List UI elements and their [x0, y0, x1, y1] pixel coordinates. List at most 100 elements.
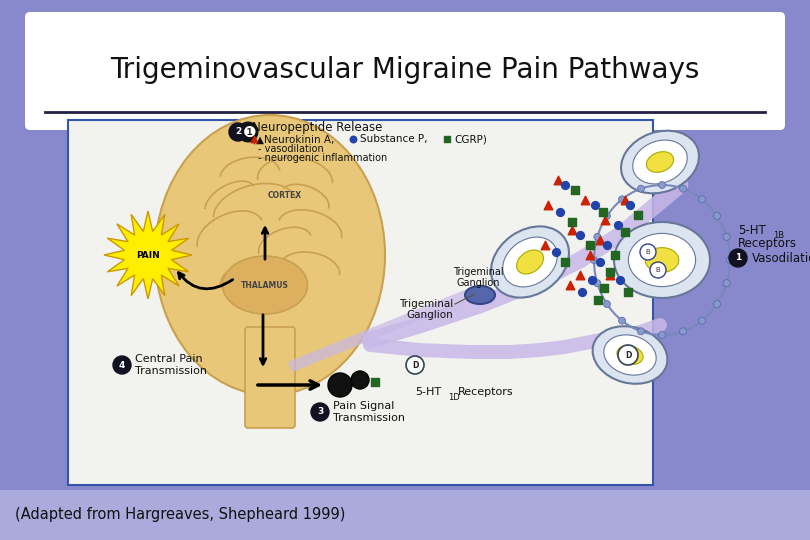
Text: ❶: ❶ [243, 125, 257, 139]
Circle shape [698, 196, 706, 203]
Text: Central Pain: Central Pain [135, 354, 202, 364]
Circle shape [637, 185, 645, 192]
Circle shape [603, 212, 611, 219]
Point [248, 134, 261, 143]
Circle shape [727, 256, 734, 264]
Point [573, 271, 586, 279]
Text: Transmission: Transmission [135, 366, 207, 376]
Point [565, 226, 578, 234]
Text: B: B [646, 249, 650, 255]
Point [573, 231, 586, 239]
Point [539, 241, 552, 249]
Text: Substance P,: Substance P, [360, 134, 428, 144]
Text: Vasodilation: Vasodilation [752, 252, 810, 265]
Circle shape [311, 403, 329, 421]
Circle shape [637, 328, 645, 335]
Ellipse shape [629, 233, 696, 287]
Circle shape [714, 301, 721, 308]
Point [596, 208, 609, 217]
Circle shape [723, 233, 730, 240]
Circle shape [698, 317, 706, 324]
Circle shape [603, 301, 611, 308]
Circle shape [618, 345, 638, 365]
Point [624, 201, 637, 210]
Ellipse shape [223, 256, 308, 314]
Circle shape [659, 181, 666, 188]
Point [598, 284, 611, 292]
Point [559, 181, 572, 190]
Point [553, 208, 566, 217]
Text: D: D [411, 361, 418, 369]
Point [589, 201, 602, 210]
Circle shape [229, 123, 247, 141]
Ellipse shape [617, 346, 643, 365]
Ellipse shape [491, 226, 569, 298]
Point [603, 271, 616, 279]
Circle shape [723, 280, 730, 287]
Circle shape [113, 356, 131, 374]
Ellipse shape [593, 326, 667, 384]
Point [619, 195, 632, 204]
Point [612, 221, 625, 230]
Text: CGRP): CGRP) [454, 134, 487, 144]
Text: Pain Signal: Pain Signal [333, 401, 394, 411]
Text: (▲Neurokinin A,: (▲Neurokinin A, [252, 134, 335, 144]
Circle shape [714, 212, 721, 219]
Circle shape [619, 317, 625, 324]
Point [586, 276, 599, 285]
Ellipse shape [633, 140, 687, 184]
Text: Trigeminal: Trigeminal [453, 267, 503, 277]
Text: Neuropeptide Release: Neuropeptide Release [252, 120, 382, 133]
Circle shape [406, 356, 424, 374]
Text: 4: 4 [119, 361, 126, 369]
Point [564, 281, 577, 289]
Point [576, 288, 589, 296]
Ellipse shape [603, 335, 656, 375]
Point [369, 377, 382, 386]
Circle shape [594, 280, 601, 287]
FancyBboxPatch shape [68, 120, 653, 485]
FancyBboxPatch shape [245, 327, 295, 428]
Point [600, 241, 613, 249]
Circle shape [640, 244, 656, 260]
Text: Transmission: Transmission [333, 413, 405, 423]
Text: - vasodilation: - vasodilation [258, 144, 324, 154]
Ellipse shape [465, 286, 495, 304]
Point [549, 248, 562, 256]
Text: 5-HT: 5-HT [415, 387, 441, 397]
Point [621, 288, 634, 296]
Point [569, 186, 582, 194]
Point [608, 251, 621, 259]
Text: 1D: 1D [448, 394, 460, 402]
Ellipse shape [155, 115, 385, 395]
Text: Receptors: Receptors [458, 387, 514, 397]
Point [594, 235, 607, 244]
Text: Trigeminal: Trigeminal [399, 299, 453, 309]
Text: Trigeminovascular Migraine Pain Pathways: Trigeminovascular Migraine Pain Pathways [110, 56, 700, 84]
Text: 1B: 1B [773, 232, 784, 240]
Bar [0, 490, 810, 540]
Point [347, 134, 360, 143]
Text: Ganglion: Ganglion [407, 310, 453, 320]
Point [583, 241, 596, 249]
Text: 2: 2 [235, 127, 241, 137]
Text: Ganglion: Ganglion [456, 278, 500, 288]
Circle shape [328, 373, 352, 397]
Ellipse shape [621, 131, 699, 193]
Point [578, 195, 591, 204]
Circle shape [650, 262, 666, 278]
Point [552, 176, 565, 184]
FancyBboxPatch shape [25, 12, 785, 130]
Circle shape [659, 332, 666, 339]
Point [632, 211, 645, 219]
Ellipse shape [646, 248, 679, 272]
Text: B: B [655, 267, 660, 273]
Polygon shape [104, 211, 192, 299]
Text: 3: 3 [317, 408, 323, 416]
Circle shape [590, 256, 598, 264]
Point [603, 268, 616, 276]
Point [441, 134, 454, 143]
Text: THALAMUS: THALAMUS [241, 280, 289, 289]
Text: 5-HT: 5-HT [738, 224, 765, 237]
Ellipse shape [517, 250, 544, 274]
